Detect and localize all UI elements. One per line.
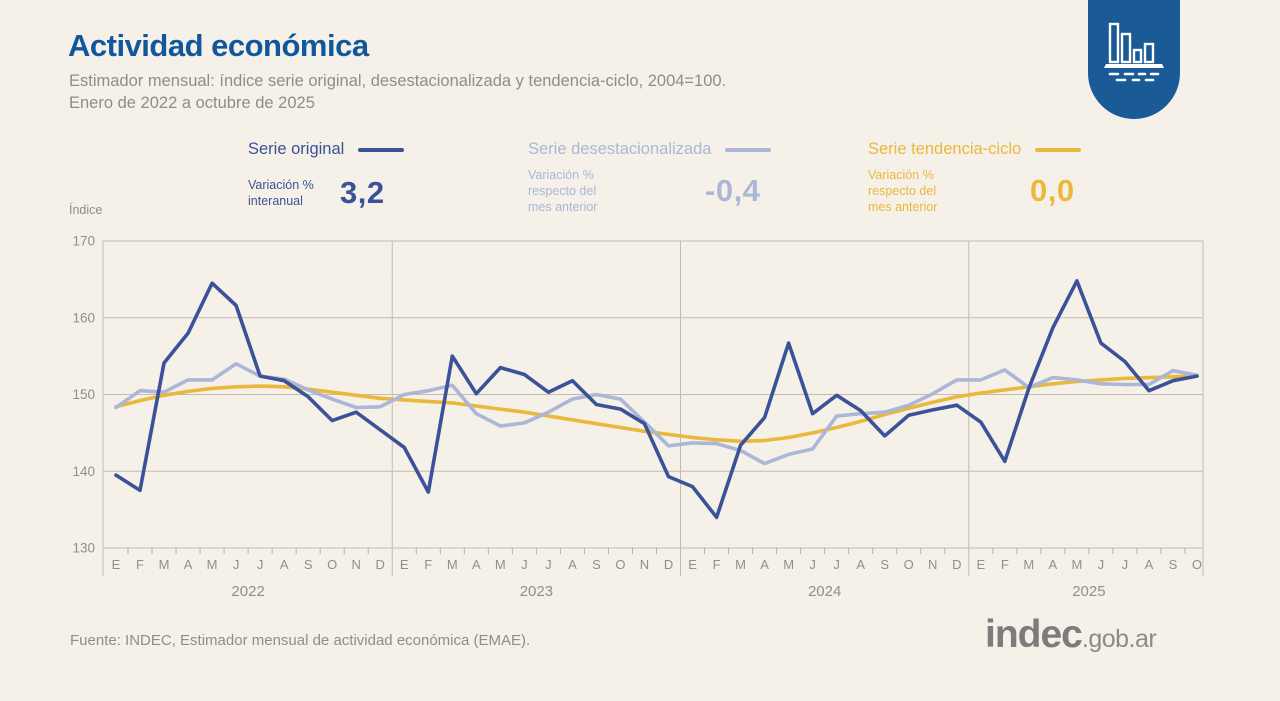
icon-baseline: [1104, 64, 1164, 68]
month-label: F: [1001, 557, 1009, 572]
month-label: A: [760, 557, 769, 572]
source-note: Fuente: INDEC, Estimador mensual de acti…: [70, 632, 531, 649]
month-label: E: [976, 557, 985, 572]
y-axis-title: Índice: [69, 203, 103, 217]
month-label: A: [856, 557, 865, 572]
month-label: M: [207, 557, 218, 572]
month-label: J: [833, 557, 840, 572]
series-name-label: Serie original: [248, 140, 345, 158]
month-label: O: [1192, 557, 1202, 572]
indec-badge: [1088, 0, 1180, 119]
series-name-label: Serie tendencia-ciclo: [868, 140, 1022, 158]
month-label: N: [928, 557, 937, 572]
series-line-serie-original: [114, 279, 1199, 520]
month-label: A: [1145, 557, 1154, 572]
month-label: A: [184, 557, 193, 572]
month-label: F: [713, 557, 721, 572]
month-label: O: [904, 557, 914, 572]
month-label: D: [952, 557, 961, 572]
month-label: M: [447, 557, 458, 572]
month-label: J: [545, 557, 552, 572]
legend-item-serie-tendencia-ciclo: Serie tendencia-ciclo Variación % respec…: [868, 140, 1082, 215]
bar-chart-icon: [1104, 22, 1164, 82]
y-tick-label: 140: [72, 464, 95, 479]
metric-label: Variación % respecto del mes anterior: [868, 168, 938, 214]
metric-value: -0,4: [705, 173, 761, 208]
month-label: E: [688, 557, 697, 572]
page-title: Actividad económica: [68, 28, 369, 63]
month-label: N: [352, 557, 361, 572]
month-label: S: [1169, 557, 1178, 572]
year-label: 2023: [520, 583, 553, 600]
month-label: M: [495, 557, 506, 572]
month-label: S: [880, 557, 889, 572]
y-tick-label: 150: [72, 387, 95, 402]
month-label: E: [400, 557, 409, 572]
month-label: O: [615, 557, 625, 572]
month-label: N: [640, 557, 649, 572]
month-label: D: [376, 557, 385, 572]
metric-label: Variación % respecto del mes anterior: [528, 168, 598, 214]
month-label: M: [1071, 557, 1082, 572]
y-tick-label: 160: [72, 310, 95, 325]
logo-text-gobar: .gob.ar: [1081, 625, 1157, 653]
month-label: J: [521, 557, 528, 572]
month-label: S: [592, 557, 601, 572]
y-tick-label: 130: [72, 541, 95, 556]
month-label: J: [233, 557, 240, 572]
series-line-swatch: [725, 147, 772, 152]
year-label: 2022: [231, 583, 264, 600]
logo-text-indec: indec: [985, 613, 1083, 656]
month-label: S: [304, 557, 313, 572]
series-line-swatch: [358, 147, 405, 152]
legend-item-serie-desestacionalizada: Serie desestacionalizada Variación % res…: [528, 140, 772, 215]
legend-item-serie-original: Serie original Variación % interanual 3,…: [248, 140, 405, 211]
series-line-swatch: [1035, 147, 1082, 152]
y-tick-label: 170: [72, 234, 95, 249]
indec-logo: indec .gob.ar: [985, 613, 1157, 657]
year-label: 2025: [1072, 583, 1105, 600]
metric-label: Variación % interanual: [248, 178, 314, 208]
month-label: J: [257, 557, 264, 572]
metric-value: 0,0: [1030, 173, 1075, 208]
year-label: 2024: [808, 583, 841, 600]
month-label: A: [568, 557, 577, 572]
page-subtitle-line2: Enero de 2022 a octubre de 2025: [69, 94, 315, 112]
month-label: M: [783, 557, 794, 572]
month-label: M: [159, 557, 170, 572]
month-label: J: [809, 557, 816, 572]
month-label: M: [1023, 557, 1034, 572]
series-line-serie-desestacionalizada: [114, 361, 1199, 466]
page-subtitle-line1: Estimador mensual: índice serie original…: [69, 72, 727, 90]
month-label: O: [327, 557, 337, 572]
month-label: A: [1049, 557, 1058, 572]
month-label: A: [280, 557, 289, 572]
month-label: A: [472, 557, 481, 572]
month-label: M: [735, 557, 746, 572]
month-label: F: [424, 557, 432, 572]
month-label: D: [664, 557, 673, 572]
month-label: J: [1122, 557, 1129, 572]
month-label: F: [136, 557, 144, 572]
month-label: J: [1098, 557, 1105, 572]
month-label: E: [112, 557, 121, 572]
series-name-label: Serie desestacionalizada: [528, 140, 712, 158]
metric-value: 3,2: [340, 175, 385, 210]
